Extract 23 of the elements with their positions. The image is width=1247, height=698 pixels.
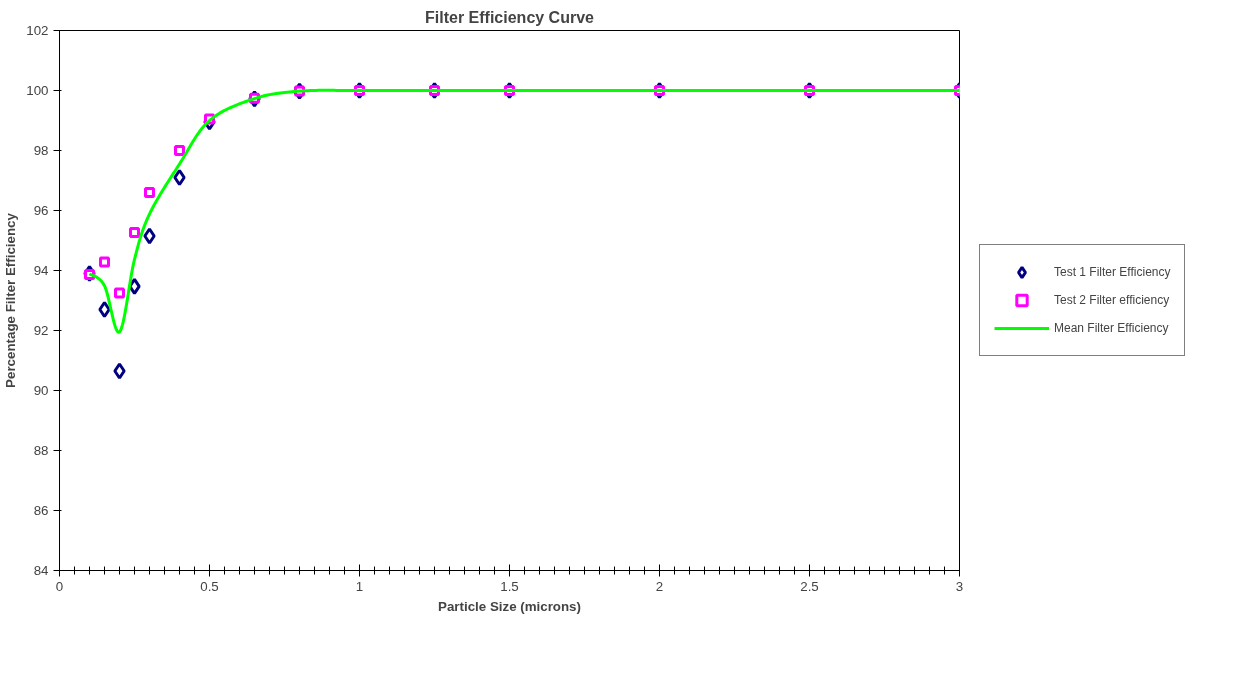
legend-label: Mean Filter Efficiency — [1054, 321, 1169, 335]
y-tick-label: 84 — [33, 563, 50, 578]
x-tick-label: 1 — [355, 578, 364, 594]
x-tick-label: 1.5 — [500, 578, 519, 594]
y-axis-title: Percentage Filter Efficiency — [3, 212, 19, 388]
y-tick-label: 94 — [33, 263, 50, 278]
x-tick-label: 0.5 — [200, 578, 219, 594]
y-tick-label: 98 — [33, 143, 49, 158]
y-tick-label: 88 — [33, 443, 49, 458]
x-tick-label: 2 — [655, 578, 664, 594]
y-tick-label: 102 — [26, 23, 49, 38]
x-tick-label: 3 — [955, 578, 964, 594]
y-tick-label: 100 — [26, 83, 49, 98]
x-axis-title: Particle Size (microns) — [438, 598, 581, 614]
y-tick-label: 86 — [33, 503, 49, 518]
x-tick-label: 2.5 — [800, 578, 819, 594]
legend-label: Test 2 Filter efficiency — [1054, 293, 1170, 307]
y-tick-label: 90 — [33, 383, 49, 398]
y-tick-label: 96 — [33, 203, 49, 218]
legend-label: Test 1 Filter Efficiency — [1054, 265, 1171, 279]
y-tick-label: 92 — [33, 323, 49, 338]
x-tick-label: 0 — [55, 578, 64, 594]
chart-title: Filter Efficiency Curve — [425, 8, 595, 26]
